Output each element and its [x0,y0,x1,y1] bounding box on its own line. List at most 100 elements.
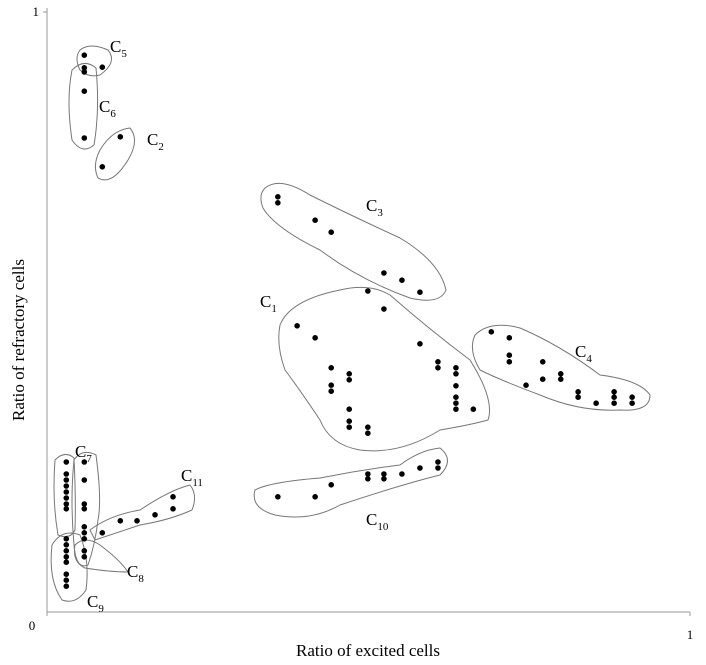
point [365,424,371,431]
cluster-index: 6 [110,108,116,120]
point [435,365,441,371]
cluster-index: 9 [98,603,104,615]
point [117,518,124,524]
cluster-outline [253,447,448,518]
x-tick-label: 0 [29,618,36,633]
point [453,394,459,401]
cluster-label: C8 [127,562,144,585]
point [611,389,617,395]
point [81,459,88,465]
point [81,506,88,512]
point [365,430,371,437]
cluster-outline [76,45,113,77]
point [629,394,635,401]
point [328,382,335,389]
cluster-letter: C [366,510,377,529]
x-tick-label: 1 [687,627,694,642]
point [470,406,477,413]
cluster-label: C6 [99,97,116,120]
point [81,69,88,75]
cluster-letter: C [147,130,158,149]
cluster-outline [50,532,88,602]
point [539,376,546,383]
cluster-index: 10 [377,521,389,533]
point [346,424,353,431]
point [117,134,124,140]
point [81,52,88,58]
point [275,200,281,206]
point [381,306,387,312]
cluster-index: 8 [138,573,144,585]
point [312,494,318,500]
point [453,383,459,389]
cluster-letter: C [75,442,86,461]
point [346,377,353,383]
x-axis-label: Ratio of excited cells [296,641,440,660]
point [539,359,546,365]
cluster-label: C2 [147,130,164,153]
y-tick-label: 1 [33,4,40,19]
cluster-label: C10 [366,510,389,533]
point [63,548,70,554]
cluster-index: 2 [158,141,164,153]
point [63,489,70,495]
point [99,530,106,536]
point [346,406,353,413]
point [453,365,459,371]
point [63,554,70,560]
point [81,524,88,530]
point [328,388,335,395]
point [506,352,513,359]
point [63,559,70,565]
point [170,506,176,512]
point [63,483,70,489]
cluster-index: 3 [377,207,383,219]
point [365,471,371,477]
point [312,217,318,223]
point [170,494,176,500]
point [381,270,387,276]
point [557,371,564,377]
cluster-outline [71,451,101,567]
cluster-letter: C [127,562,138,581]
point [453,406,459,413]
point [575,394,581,401]
y-axis-label: Ratio of refractory cells [9,259,28,421]
cluster-outline [89,484,196,541]
point [506,335,513,341]
cluster-index: 4 [586,353,592,365]
point [134,518,140,524]
cluster-label: C3 [366,196,383,219]
cluster-label: C4 [575,342,592,365]
point [63,459,70,465]
cluster-label: C1 [260,292,277,315]
point [81,501,88,507]
point [63,471,70,477]
cluster-outline [68,63,99,150]
point [275,494,281,500]
point [152,512,158,518]
point [417,465,423,471]
point [399,471,405,477]
cluster-index: 11 [192,477,203,489]
point [435,359,441,365]
point [381,476,387,482]
cluster-outline [53,454,76,538]
point [417,341,423,347]
cluster-letter: C [87,592,98,611]
point [63,477,70,483]
point [435,459,441,465]
cluster-outline [74,539,129,573]
point [328,365,335,371]
point [328,482,335,488]
cluster-letter: C [260,292,271,311]
cluster-index: 7 [86,453,92,465]
point [365,476,371,482]
cluster-letter: C [99,97,110,116]
point [312,335,318,341]
point [557,376,564,383]
point [275,194,281,200]
point [99,64,106,70]
point [63,542,70,548]
